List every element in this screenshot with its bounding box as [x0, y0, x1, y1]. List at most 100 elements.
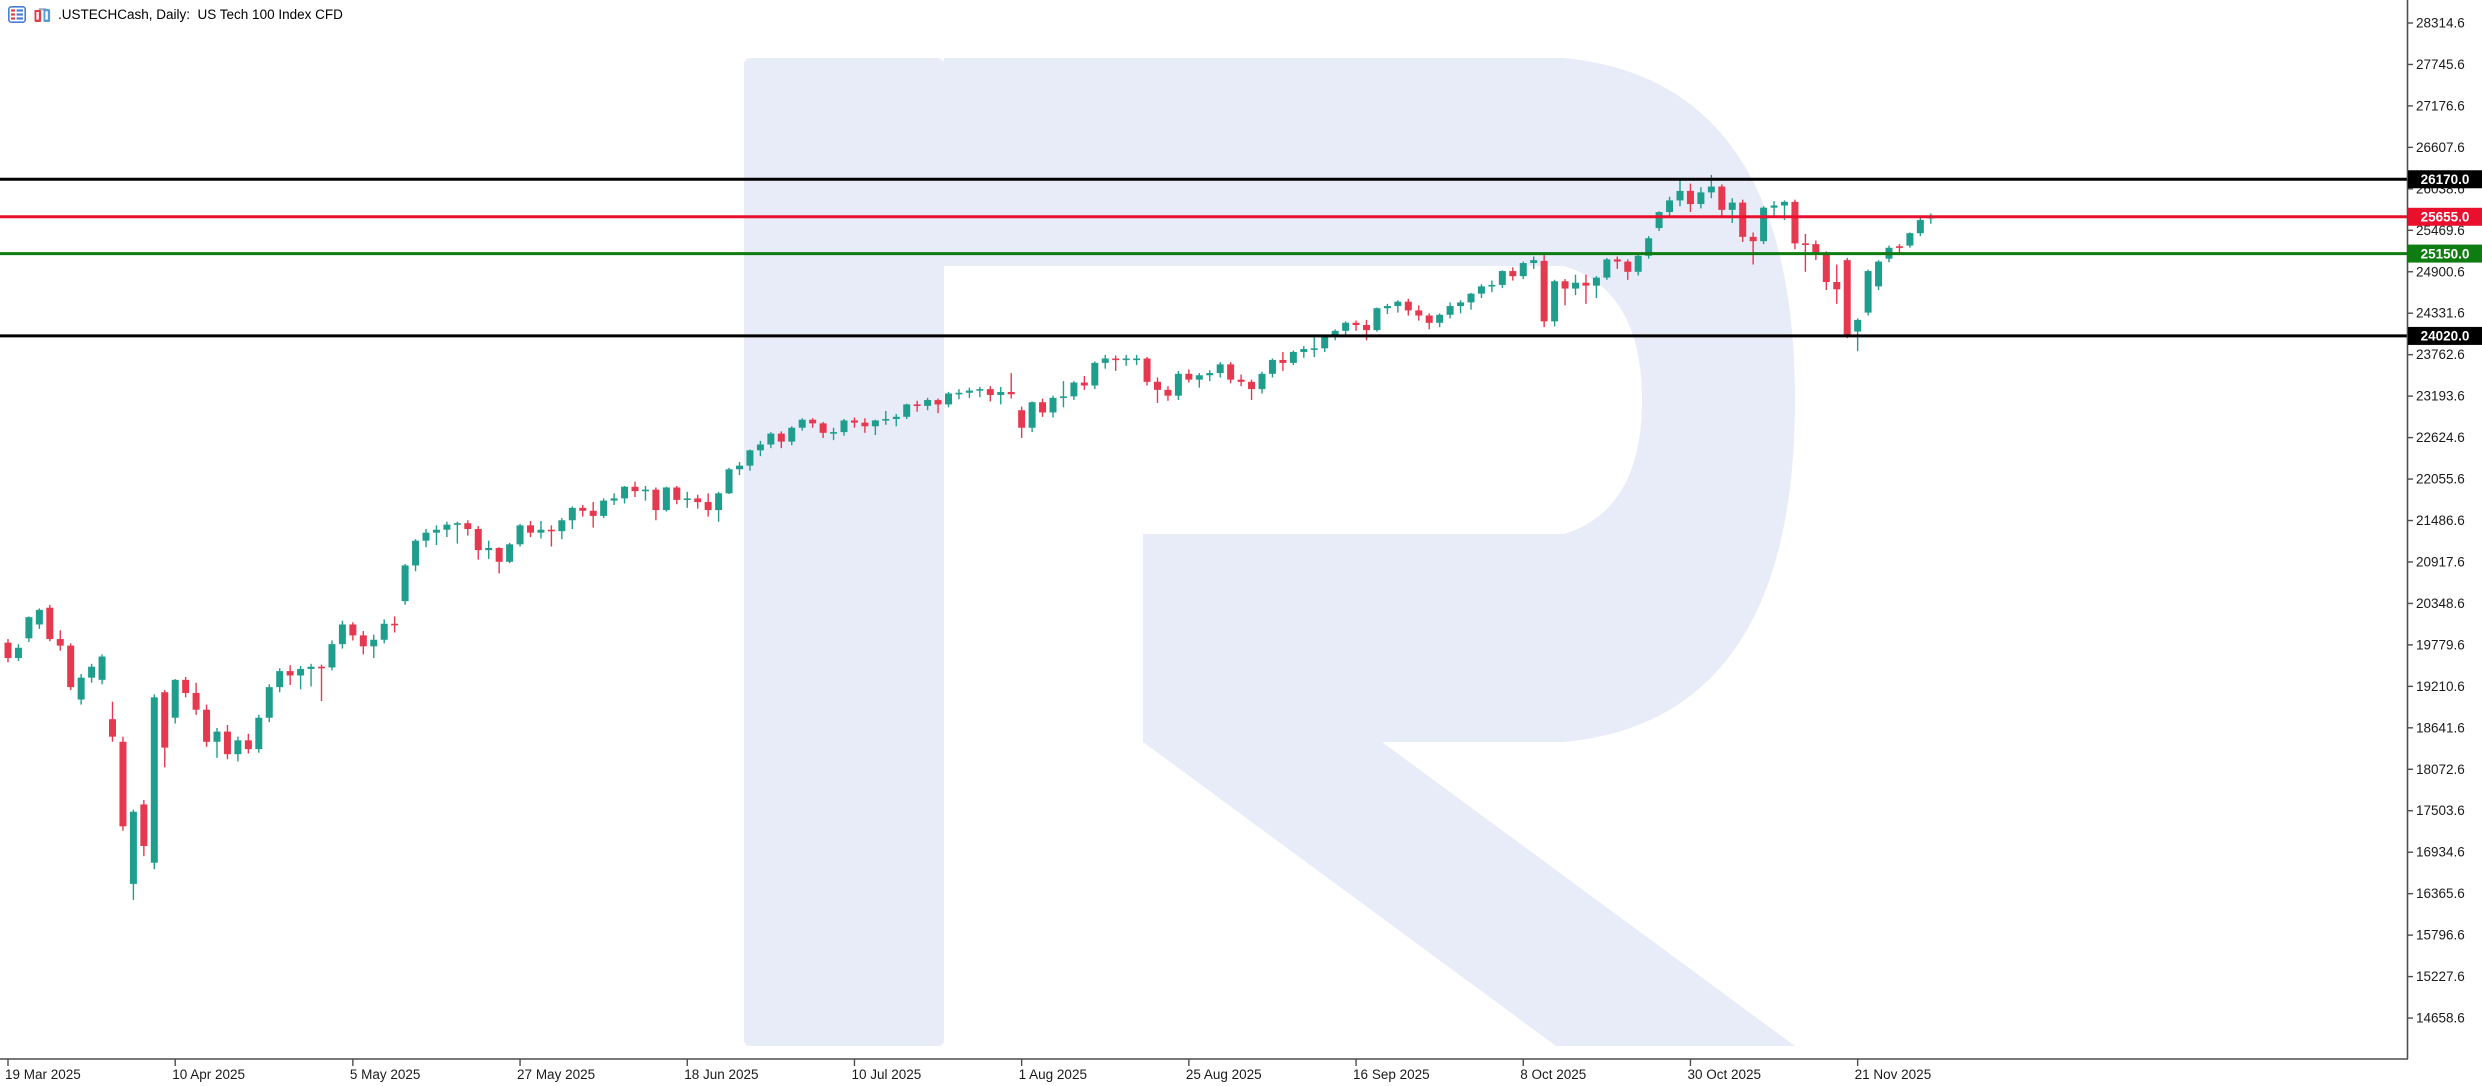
candlestick	[924, 397, 932, 411]
candlestick	[1080, 375, 1088, 390]
candlestick	[422, 529, 430, 548]
candlestick	[412, 539, 420, 572]
candlestick	[1133, 354, 1141, 366]
candlestick	[861, 418, 869, 433]
candlestick	[725, 467, 733, 495]
candlestick	[777, 431, 785, 449]
candlestick	[474, 526, 482, 560]
candlestick	[1676, 178, 1684, 207]
candlestick	[704, 493, 712, 517]
candlestick	[579, 504, 587, 517]
candlestick	[1728, 198, 1736, 223]
x-axis-label: 10 Jul 2025	[851, 1067, 921, 1082]
candlestick	[25, 616, 33, 642]
y-axis-labels: 28314.627745.627176.626607.626038.625469…	[2407, 15, 2465, 1026]
svg-text:25150.0: 25150.0	[2421, 246, 2470, 261]
candlestick	[1216, 362, 1224, 378]
candlestick	[1603, 257, 1611, 280]
candlestick	[1509, 267, 1517, 281]
candlestick	[1091, 361, 1099, 390]
candlestick	[934, 398, 942, 414]
candlestick	[1195, 373, 1203, 388]
candlestick	[286, 665, 294, 685]
candlestick	[1572, 274, 1579, 296]
y-axis-label: 18641.6	[2416, 720, 2465, 735]
candlestick	[819, 421, 827, 438]
candlestick	[1916, 217, 1924, 237]
y-axis-label: 24900.6	[2416, 264, 2465, 279]
x-axis-labels: 19 Mar 2025 10 Apr 2025 5 May 2025 27 May 2…	[5, 1059, 1931, 1082]
candlestick	[129, 809, 137, 900]
y-axis-label: 14658.6	[2416, 1011, 2465, 1026]
candlestick	[359, 631, 367, 655]
x-axis-label: 21 Nov 2025	[1855, 1067, 1932, 1082]
candlestick	[1425, 313, 1433, 330]
candlestick	[871, 419, 879, 436]
candlestick	[338, 620, 346, 649]
candlestick	[203, 704, 211, 747]
candlestick	[1028, 401, 1036, 433]
candlestick	[4, 639, 12, 663]
candlestick	[1185, 369, 1193, 383]
y-axis-label: 22055.6	[2416, 472, 2465, 487]
candlestick	[182, 676, 190, 698]
candlestick	[1122, 354, 1130, 366]
price-badge-25150.0: 25150.0	[2408, 244, 2482, 263]
candlestick	[641, 486, 649, 501]
candlestick	[1812, 240, 1820, 261]
candlestick	[1258, 371, 1266, 394]
candlestick	[1645, 236, 1653, 259]
candlestick	[1310, 337, 1318, 358]
candlestick	[840, 418, 848, 436]
candlestick	[913, 400, 921, 412]
candlestick	[1352, 320, 1360, 331]
candlestick	[328, 640, 336, 671]
candlestick	[1488, 280, 1496, 293]
svg-text:25655.0: 25655.0	[2421, 210, 2470, 225]
candlestick	[35, 608, 43, 629]
y-axis-label: 21486.6	[2416, 513, 2465, 528]
candlestick	[1237, 374, 1245, 387]
candlestick	[527, 520, 534, 538]
market-depth-icon[interactable]	[33, 6, 51, 23]
candlestick	[1791, 199, 1799, 250]
candlestick	[1530, 256, 1538, 269]
candlestick	[171, 679, 179, 724]
candlestick	[223, 725, 231, 760]
candlestick	[464, 520, 472, 536]
trade-panel-icon[interactable]	[8, 6, 26, 23]
candlestick	[1457, 300, 1465, 314]
svg-text:26170.0: 26170.0	[2421, 172, 2470, 187]
candlestick	[1070, 381, 1078, 401]
y-axis-label: 15227.6	[2416, 969, 2465, 984]
candlestick	[1634, 254, 1642, 276]
price-badge-24020.0: 24020.0	[2408, 326, 2482, 345]
x-axis-label: 30 Oct 2025	[1687, 1067, 1761, 1082]
candlestick	[1383, 303, 1391, 315]
candlestick	[547, 525, 555, 547]
candlestick	[453, 521, 461, 544]
candlestick	[830, 427, 838, 441]
candlestick	[1227, 362, 1235, 384]
y-axis-label: 23762.6	[2416, 347, 2465, 362]
candlestick	[798, 418, 806, 431]
candlestick	[1300, 346, 1308, 358]
candlestick	[1906, 232, 1914, 248]
candlestick	[1446, 302, 1454, 319]
candlestick	[756, 440, 764, 457]
candlestick	[140, 800, 148, 857]
candlestick	[485, 540, 493, 559]
candlestick	[1279, 351, 1287, 371]
candlestick	[1540, 255, 1548, 328]
candlestick	[432, 525, 440, 546]
candlestick	[882, 410, 890, 425]
y-axis-label: 20348.6	[2416, 596, 2465, 611]
price-badge-26170.0: 26170.0	[2408, 170, 2482, 189]
candlestick	[244, 733, 252, 754]
candlestick	[945, 392, 952, 408]
candlestick	[1833, 264, 1841, 304]
y-axis-label: 19779.6	[2416, 637, 2465, 652]
candlestick	[1039, 398, 1047, 417]
